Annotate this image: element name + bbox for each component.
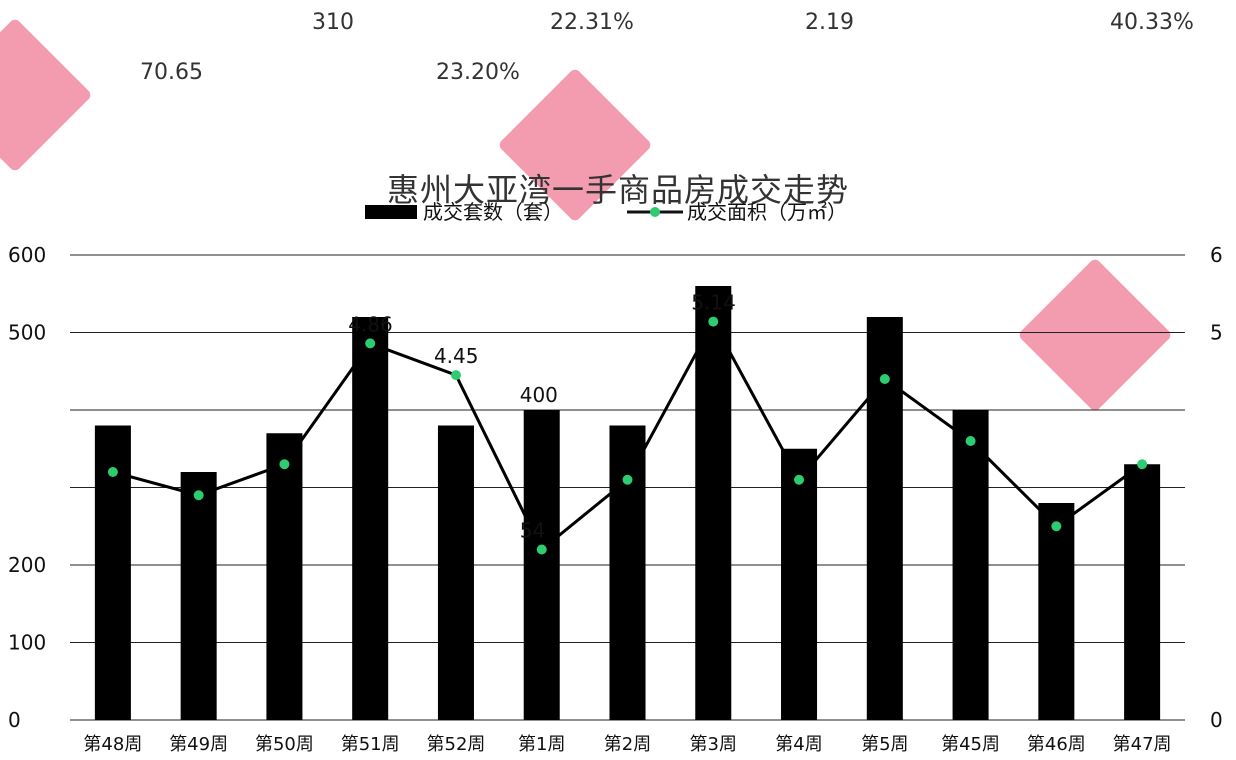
legend-line-label: 成交面积（万㎡） (687, 200, 847, 224)
bar (437, 425, 474, 720)
axes: 600 500 200 100 0 6 5 0 第48周 第49周 第50周 第51周 第52周 第1周 第… (8, 243, 1223, 755)
bar (952, 410, 989, 720)
bar (695, 286, 732, 720)
right-tick-label: 0 (1210, 708, 1223, 732)
chart: 600 500 200 100 0 6 5 0 第48周 第49周 第50周 第51周 第52周 第1周 第… (8, 200, 1223, 755)
bar-series (94, 286, 1161, 720)
left-tick-label: 100 (8, 631, 46, 655)
line-point (622, 474, 633, 485)
bar (266, 433, 303, 720)
bar (781, 448, 818, 720)
bar (866, 317, 903, 720)
data-label: 54 (520, 519, 545, 543)
legend-bar-label: 成交套数（套） (423, 200, 563, 224)
data-label: 4.86 (348, 312, 393, 336)
category-label: 第46周 (1027, 734, 1086, 755)
line-point (708, 316, 719, 327)
line-point (193, 490, 204, 501)
line-point (365, 338, 376, 349)
bar (1038, 503, 1075, 720)
left-tick-label: 0 (8, 708, 21, 732)
legend: 成交套数（套） 成交面积（万㎡） (365, 200, 847, 224)
line-point (279, 459, 290, 470)
line-point (879, 374, 890, 384)
bar (1124, 464, 1161, 720)
right-tick-label: 5 (1210, 321, 1223, 345)
data-label: 5.14 (691, 291, 736, 315)
line-point (794, 474, 805, 485)
right-tick-label: 6 (1210, 243, 1223, 267)
data-label: 400 (520, 383, 558, 407)
category-label: 第5周 (861, 734, 908, 755)
bar (523, 410, 560, 720)
category-label: 第50周 (255, 734, 314, 755)
line-point (1051, 521, 1062, 532)
left-tick-label: 600 (8, 243, 46, 267)
line-point (107, 467, 118, 477)
line-point (536, 544, 547, 555)
category-label: 第4周 (775, 734, 822, 755)
category-label: 第49周 (169, 734, 228, 755)
line-point (965, 436, 976, 446)
watermark-logo-icon (0, 17, 93, 173)
category-label: 第47周 (1113, 734, 1172, 755)
stat-value: 40.33% (1110, 10, 1194, 35)
stat-value: 310 (312, 10, 354, 35)
category-label: 第52周 (427, 734, 486, 755)
left-tick-label: 500 (8, 321, 46, 345)
category-label: 第2周 (604, 734, 651, 755)
legend-bar-swatch (365, 205, 417, 219)
category-label: 第1周 (518, 734, 565, 755)
line-series (107, 316, 1148, 555)
chart-title: 惠州大亚湾一手商品房成交走势 (386, 171, 849, 209)
bar (352, 317, 389, 720)
line-point (450, 370, 461, 381)
stat-value: 2.19 (805, 10, 854, 35)
category-label: 第51周 (341, 734, 400, 755)
line-point (1137, 459, 1148, 470)
stat-value: 70.65 (140, 60, 203, 85)
stat-value: 22.31% (550, 10, 634, 35)
category-label: 第45周 (941, 734, 1000, 755)
category-label: 第48周 (83, 734, 142, 755)
data-label: 4.45 (434, 344, 479, 368)
left-tick-label: 200 (8, 553, 46, 577)
bar (609, 425, 646, 720)
legend-line-marker (650, 207, 660, 217)
category-label: 第3周 (690, 734, 737, 755)
bar (180, 472, 217, 720)
data-labels: 4.86 4.45 5.14 400 54 (348, 291, 736, 543)
stat-value: 23.20% (436, 60, 520, 85)
